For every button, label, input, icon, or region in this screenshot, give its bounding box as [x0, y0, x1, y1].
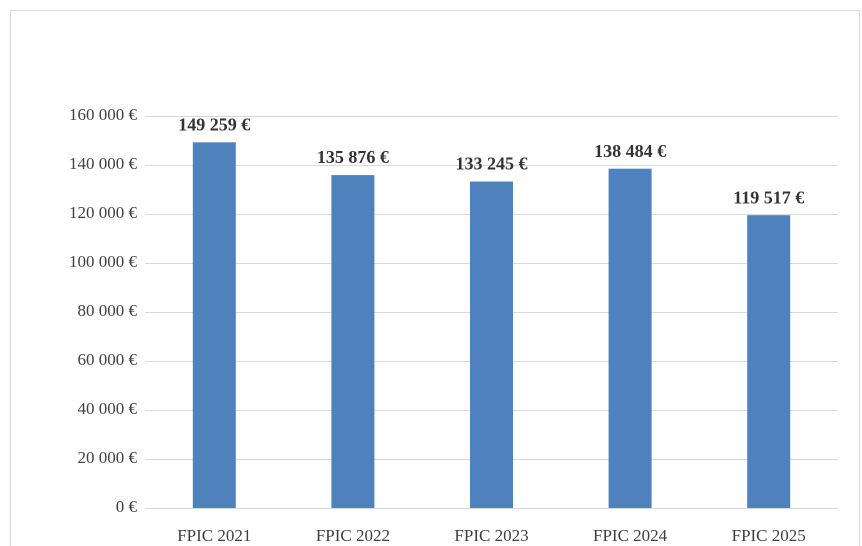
- value-label: 119 517 €: [733, 187, 804, 207]
- y-tick-label: 40 000 €: [78, 399, 138, 418]
- x-tick-label: FPIC 2023: [454, 526, 528, 545]
- bar: [747, 215, 791, 508]
- chart-border: [10, 10, 860, 546]
- y-tick-label: 0 €: [116, 497, 138, 516]
- bar: [608, 168, 652, 508]
- bar: [331, 175, 375, 508]
- bar: [470, 181, 513, 508]
- x-tick-label: FPIC 2021: [177, 526, 251, 545]
- y-tick-label: 60 000 €: [78, 350, 138, 369]
- x-tick-label: FPIC 2024: [593, 526, 668, 545]
- x-tick-label: FPIC 2022: [316, 526, 390, 545]
- y-tick-label: 80 000 €: [78, 301, 138, 320]
- y-tick-label: 20 000 €: [78, 448, 138, 467]
- y-tick-label: 120 000 €: [69, 203, 138, 222]
- x-tick-label: FPIC 2025: [732, 526, 806, 545]
- value-label: 149 259 €: [178, 114, 250, 134]
- bar: [192, 142, 236, 509]
- value-label: 138 484 €: [594, 141, 666, 161]
- value-label: 135 876 €: [317, 147, 389, 167]
- y-tick-label: 160 000 €: [69, 105, 138, 124]
- y-tick-label: 100 000 €: [69, 252, 138, 271]
- y-tick-label: 140 000 €: [69, 154, 138, 173]
- value-label: 133 245 €: [456, 154, 528, 174]
